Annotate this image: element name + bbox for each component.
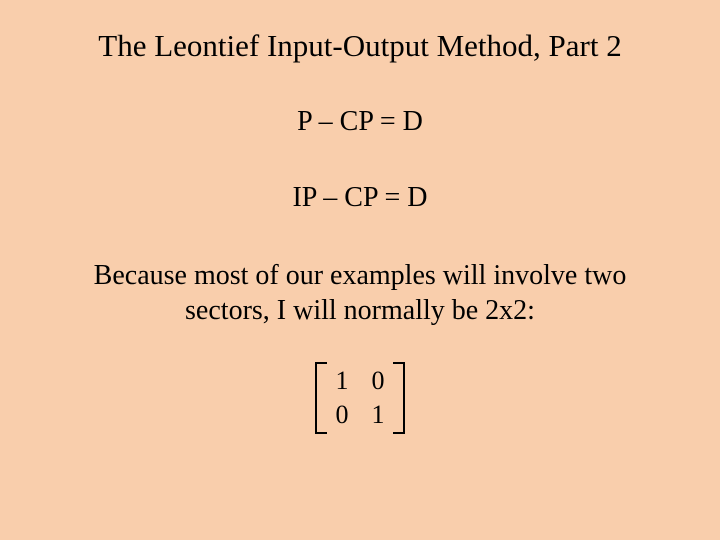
matrix-bracket-left <box>315 362 327 434</box>
slide: The Leontief Input-Output Method, Part 2… <box>0 0 720 540</box>
matrix-cell-0-0: 1 <box>335 366 349 396</box>
matrix-cell-1-0: 0 <box>335 400 349 430</box>
matrix-cell-1-1: 1 <box>371 400 385 430</box>
equation-1: P – CP = D <box>50 106 670 138</box>
equation-2: IP – CP = D <box>50 182 670 214</box>
matrix-container: 1 0 0 1 <box>315 362 405 434</box>
matrix-cell-0-1: 0 <box>371 366 385 396</box>
matrix-bracket-right <box>393 362 405 434</box>
identity-matrix: 1 0 0 1 <box>50 362 670 439</box>
body-text: Because most of our examples will involv… <box>50 258 670 328</box>
matrix-cells: 1 0 0 1 <box>327 362 393 434</box>
slide-title: The Leontief Input-Output Method, Part 2 <box>50 28 670 64</box>
